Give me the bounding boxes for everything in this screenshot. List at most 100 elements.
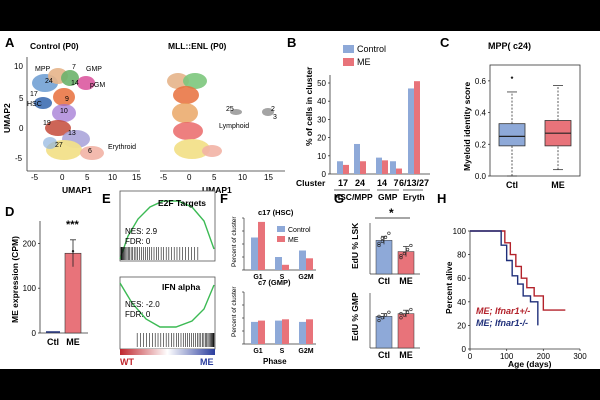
data-point	[377, 318, 381, 323]
xtick: 15	[264, 173, 273, 182]
bar-control-s	[275, 320, 282, 344]
box-ctl	[498, 123, 526, 147]
panelh-legend-ko: ME; Ifnar1-/-	[476, 318, 528, 328]
xtick: -5	[160, 173, 168, 182]
cluster-label: 14	[71, 80, 79, 87]
plot-frame	[489, 64, 581, 177]
category-label: Ctl	[506, 180, 518, 190]
rank-gradient	[120, 349, 215, 355]
umap-right-labels: Lymphoid 25 2 3	[219, 106, 277, 130]
phase-label: S	[280, 274, 285, 281]
bar-ctl	[375, 240, 393, 275]
cluster-id-label: 6/13/27	[399, 178, 429, 188]
phase-label: S	[280, 348, 285, 355]
gsea-wt-label: WT	[120, 357, 134, 367]
cluster-label: Erythroid	[108, 144, 136, 151]
bar-ctl	[375, 316, 393, 349]
panelb-bars	[337, 81, 420, 174]
phase-label: G1	[253, 274, 262, 281]
umap-ylabel: UMAP2	[2, 103, 12, 133]
ytick-label: 0.2	[475, 140, 487, 149]
bar-control-17	[337, 161, 343, 174]
data-point	[377, 243, 381, 248]
gsea-bottom-fdr: FDR: 0	[125, 310, 151, 319]
data-point	[402, 313, 406, 317]
bar-me-g2m	[306, 319, 313, 344]
gsea-bottom-title: IFN alpha	[162, 282, 201, 292]
cluster-label: 2	[271, 106, 275, 113]
survival-curve-ko	[470, 230, 539, 326]
panel-b-letter: B	[287, 35, 296, 50]
data-point	[399, 316, 403, 320]
panelf-legend-me: ME	[288, 237, 299, 244]
cluster-label: 17	[30, 91, 38, 98]
xtick: 0	[187, 173, 192, 182]
legend-swatch-control	[343, 45, 354, 53]
bar-control-g1	[251, 321, 258, 344]
bar-control-14	[376, 157, 382, 174]
legend-swatch-control	[277, 226, 285, 232]
category-label: Ctl	[378, 350, 390, 360]
data-point	[406, 247, 410, 252]
data-point	[380, 316, 384, 320]
xtick: -5	[31, 173, 39, 182]
data-point	[377, 241, 381, 245]
data-point	[402, 252, 406, 256]
panelh-axes: 0 20 40 60 80 100 0 100 200 300	[453, 227, 588, 361]
umap-left-points	[32, 68, 104, 160]
panelf-bottom-title: c7 (GMP)	[258, 278, 291, 287]
cluster-id-label: 7	[393, 178, 398, 188]
data-point	[380, 239, 384, 243]
ytick: 0	[19, 124, 24, 133]
group-label: GMP	[378, 192, 398, 202]
panel-a: A Control (P0) MLL::ENL (P0) MPP 7 GMP 2…	[2, 35, 285, 195]
bar-me-s	[282, 319, 289, 344]
legend-control: Control	[357, 44, 386, 54]
data-point	[377, 314, 381, 318]
panelg-signif: *	[389, 206, 394, 220]
panelh-ylabel: Percent alive	[444, 261, 454, 314]
bar-me-14	[382, 160, 388, 174]
data-point	[384, 235, 388, 239]
xtick: 0	[60, 173, 65, 182]
cluster-id-label: 24	[355, 178, 365, 188]
data-point	[409, 307, 413, 312]
bar-me-6-13/27	[414, 81, 420, 174]
panel-c: C MPP( c24) Myeloid identity score 0.00.…	[440, 35, 581, 190]
umap-right-title: MLL::ENL (P0)	[168, 41, 227, 51]
gsea-bottom-curve	[119, 282, 215, 328]
bar-control-7	[390, 161, 396, 174]
legend-me: ME	[357, 57, 371, 67]
ytick-label: 0.4	[475, 109, 487, 118]
ytick-label: 40	[317, 97, 326, 106]
bar-control-g1	[251, 237, 258, 270]
panel-e: E E2F Targets NES: 2.9 FDR: 0 IFN alpha …	[102, 190, 216, 367]
cluster-label: 19	[43, 120, 51, 127]
umap-xlabel-right: UMAP1	[202, 185, 232, 195]
ytick-label: 0.0	[475, 172, 487, 181]
legend-swatch-me	[277, 236, 285, 242]
panel-d: D ME expression (CPM) 0 100 200 Ctl ME ***	[5, 204, 88, 347]
data-point	[399, 254, 403, 258]
bar-me-24	[360, 161, 366, 174]
panelf-top-title: c17 (HSC)	[258, 208, 294, 217]
bar-me-s	[282, 264, 289, 270]
panelc-boxes: Ctl ME	[498, 76, 572, 190]
ytick-label: 0	[322, 170, 327, 179]
umap-right-points	[167, 73, 274, 159]
panelg-bottom-chart: Ctl ME	[369, 293, 420, 360]
panelf-top-chart: G1 S G2M	[242, 217, 316, 281]
cluster-label: GMP	[86, 66, 102, 73]
legend-swatch-me	[343, 58, 354, 66]
panel-e-letter: E	[102, 191, 111, 206]
xtick: 15	[132, 173, 141, 182]
category-label: Ctl	[47, 337, 59, 347]
cluster-label: 24	[45, 78, 53, 85]
panelh-legend-het: ME; Ifnar1+/-	[476, 306, 530, 316]
xtick-label: 100	[500, 352, 514, 361]
ytick-label: 0	[462, 345, 467, 354]
gsea-bottom-hits	[136, 333, 215, 347]
bar-control-24	[354, 143, 360, 174]
gsea-top-fdr: FDR: 0	[125, 237, 151, 246]
group-label: Eryth	[403, 192, 425, 202]
